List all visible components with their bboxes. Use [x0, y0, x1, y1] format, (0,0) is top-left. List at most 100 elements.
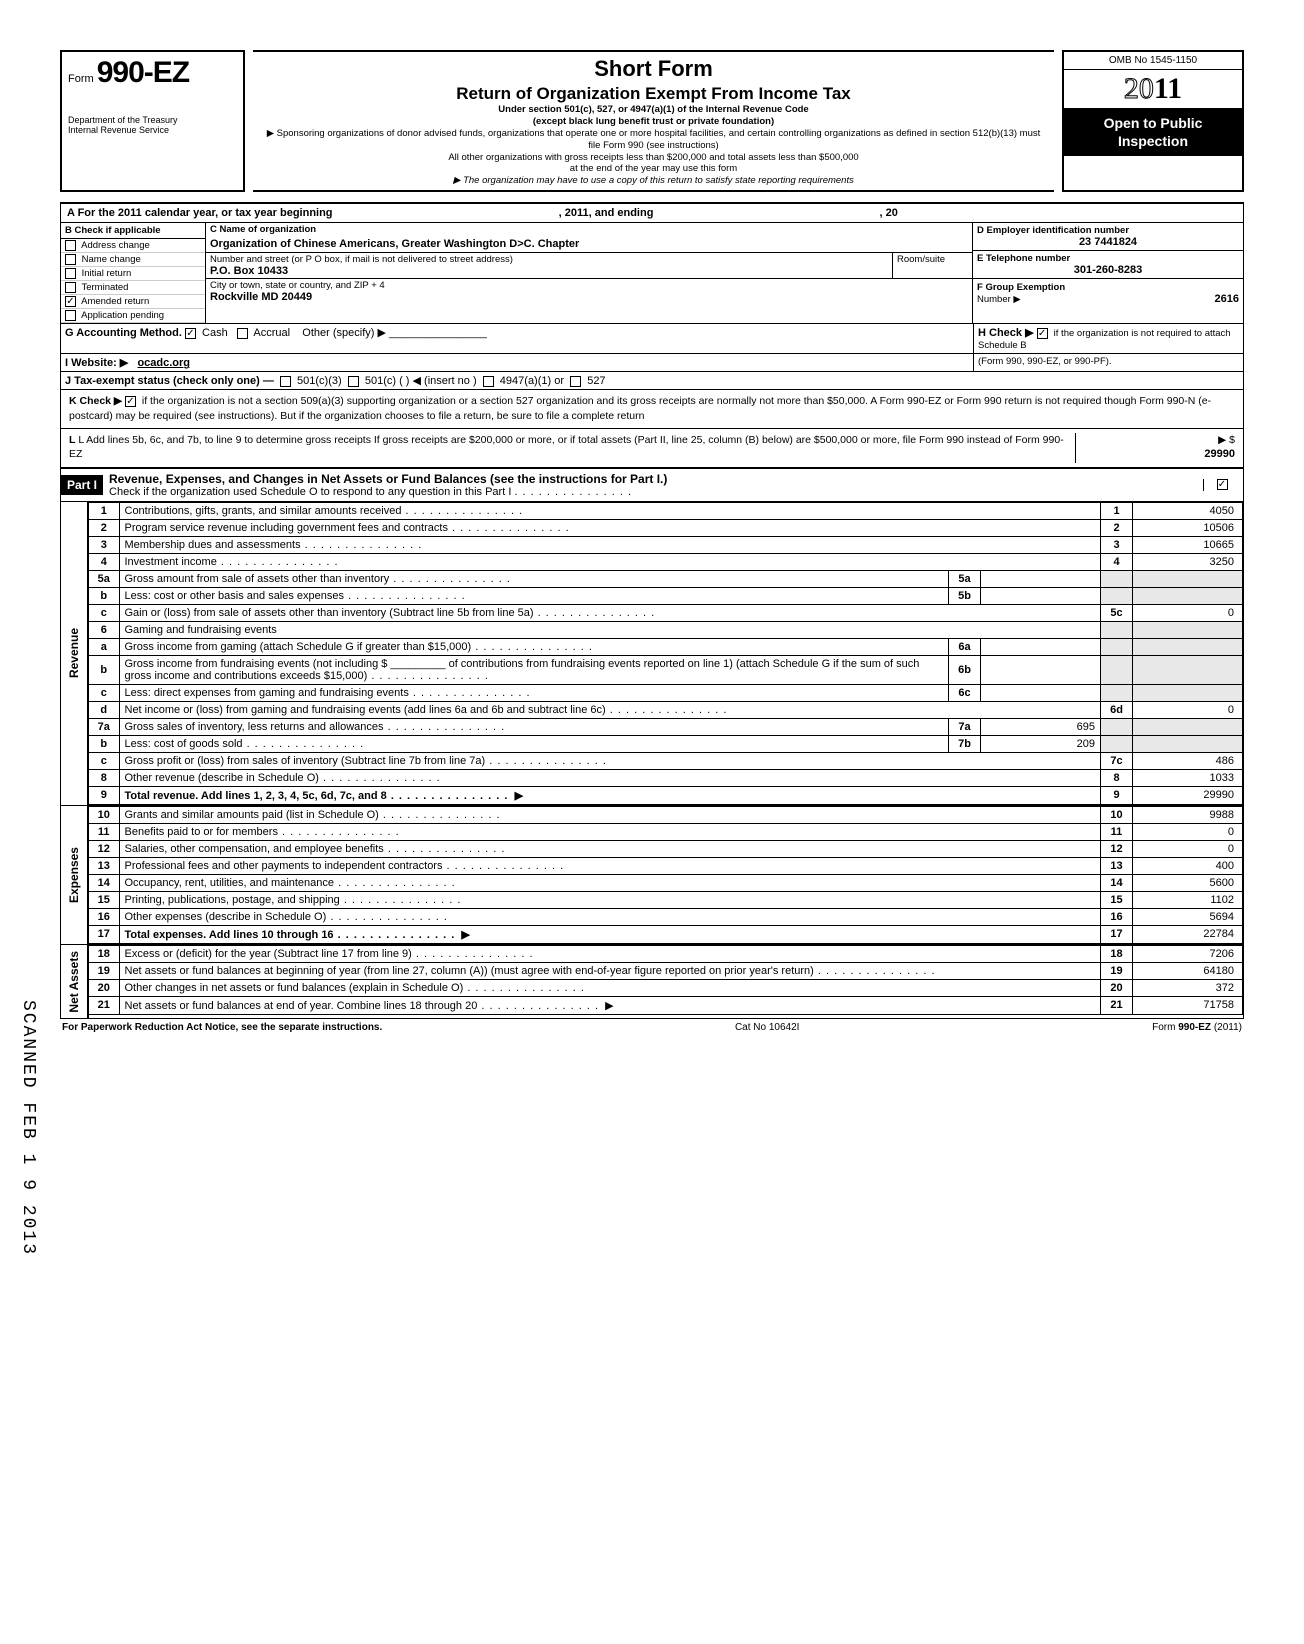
line-row: 8 Other revenue (describe in Schedule O)… [89, 769, 1243, 786]
j-opt: 4947(a)(1) or [477, 375, 564, 387]
line-row: 15 Printing, publications, postage, and … [89, 891, 1243, 908]
j-opt: 501(c) ( ) ◀ (insert no ) [342, 375, 477, 387]
form-header: Form 990-EZ Department of the Treasury I… [60, 50, 1244, 192]
sections-container: Revenue 1 Contributions, gifts, grants, … [60, 502, 1244, 1020]
l-block: L L Add lines 5b, 6c, and 7b, to line 9 … [61, 428, 1243, 467]
line-row: c Less: direct expenses from gaming and … [89, 684, 1243, 701]
b-item: Application pending [61, 309, 205, 323]
g-label: G Accounting Method. [65, 327, 182, 339]
side-label: Net Assets [65, 945, 83, 1019]
form-number: 990-EZ [97, 56, 189, 89]
title-under-section: Under section 501(c), 527, or 4947(a)(1)… [261, 104, 1046, 116]
side-label: Revenue [65, 622, 83, 684]
j-label: J Tax-exempt status (check only one) — [65, 375, 274, 387]
section-a-l: A For the 2011 calendar year, or tax yea… [60, 202, 1244, 468]
title-state-req: ▶ The organization may have to use a cop… [261, 175, 1046, 186]
line-row: 9 Total revenue. Add lines 1, 2, 3, 4, 5… [89, 786, 1243, 804]
f-val: 2616 [1215, 293, 1239, 305]
dept-irs: Internal Revenue Service [68, 126, 237, 136]
g-cash: Cash [202, 327, 228, 339]
form-prefix: Form [68, 73, 94, 85]
row-bcd: B Check if applicable Address change Nam… [61, 223, 1243, 324]
e-label: E Telephone number [977, 253, 1239, 264]
col-b: B Check if applicable Address change Nam… [61, 223, 206, 323]
b-check[interactable] [65, 268, 76, 279]
line-row: 1 Contributions, gifts, grants, and simi… [89, 502, 1243, 519]
j-check[interactable] [348, 376, 359, 387]
a-end: , 20 [880, 207, 898, 219]
line-row: c Gross profit or (loss) from sales of i… [89, 752, 1243, 769]
part1-check[interactable]: ✓ [1217, 479, 1228, 490]
b-label: B Check if applicable [61, 223, 205, 239]
c-name: Organization of Chinese Americans, Great… [206, 236, 972, 253]
title-short-form: Short Form [261, 56, 1046, 82]
line-row: 5a Gross amount from sale of assets othe… [89, 570, 1243, 587]
open-line1: Open to Public [1068, 115, 1238, 133]
line-row: c Gain or (loss) from sale of assets oth… [89, 604, 1243, 621]
year-outline: 20 [1124, 72, 1154, 105]
b-check[interactable] [65, 240, 76, 251]
i-val: ocadc.org [137, 357, 190, 369]
l-arrow: ▶ $ [1218, 434, 1235, 446]
line-row: d Net income or (loss) from gaming and f… [89, 701, 1243, 718]
h-sub: (Form 990, 990-EZ, or 990-PF). [973, 354, 1243, 371]
g-other: Other (specify) ▶ [302, 327, 386, 339]
f-label: F Group Exemption [977, 282, 1065, 293]
b-check[interactable]: ✓ [65, 296, 76, 307]
j-check[interactable] [483, 376, 494, 387]
c-room-label: Room/suite [892, 253, 972, 278]
open-line2: Inspection [1068, 133, 1238, 151]
g-cash-check[interactable]: ✓ [185, 328, 196, 339]
scanned-stamp: SCANNED FEB 1 9 2013 [18, 1000, 38, 1256]
line-row: 3 Membership dues and assessments 3 1066… [89, 536, 1243, 553]
h-check[interactable]: ✓ [1037, 328, 1048, 339]
right-box: OMB No 1545-1150 2011 Open to Public Ins… [1062, 50, 1244, 192]
j-check[interactable] [570, 376, 581, 387]
c-city-label: City or town, state or country, and ZIP … [210, 280, 968, 291]
part1-check-line: Check if the organization used Schedule … [109, 486, 511, 498]
g-accrual: Accrual [253, 327, 290, 339]
year-bold: 11 [1154, 72, 1182, 105]
d-val: 23 7441824 [977, 236, 1239, 248]
c-label: C Name of organization [206, 223, 972, 236]
line-row: 20 Other changes in net assets or fund b… [89, 979, 1243, 996]
line-row: 17 Total expenses. Add lines 10 through … [89, 925, 1243, 943]
b-item: Name change [61, 253, 205, 267]
j-options: 501(c)(3) 501(c) ( ) ◀ (insert no ) 4947… [277, 375, 606, 387]
tax-year: 2011 [1064, 70, 1242, 109]
side-label: Expenses [65, 841, 83, 909]
open-to-public: Open to Public Inspection [1064, 109, 1242, 156]
footer-right: Form 990-EZ (2011) [1152, 1022, 1242, 1033]
b-item: ✓ Amended return [61, 295, 205, 309]
b-check[interactable] [65, 282, 76, 293]
g-accrual-check[interactable] [237, 328, 248, 339]
line-row: 12 Salaries, other compensation, and emp… [89, 840, 1243, 857]
b-check[interactable] [65, 310, 76, 321]
line-row: 7a Gross sales of inventory, less return… [89, 718, 1243, 735]
title-block: Short Form Return of Organization Exempt… [253, 50, 1054, 192]
line-row: 16 Other expenses (describe in Schedule … [89, 908, 1243, 925]
j-check[interactable] [280, 376, 291, 387]
b-check[interactable] [65, 254, 76, 265]
section-revenue: Revenue 1 Contributions, gifts, grants, … [60, 502, 1244, 806]
col-d: D Employer identification number 23 7441… [973, 223, 1243, 323]
k-check[interactable]: ✓ [125, 396, 136, 407]
row-j: J Tax-exempt status (check only one) — 5… [61, 372, 1243, 390]
line-a: A For the 2011 calendar year, or tax yea… [61, 204, 1243, 223]
j-opt: 527 [564, 375, 606, 387]
d-label: D Employer identification number [977, 225, 1239, 236]
footer-left: For Paperwork Reduction Act Notice, see … [62, 1022, 382, 1033]
j-opt: 501(c)(3) [277, 375, 342, 387]
line-row: 19 Net assets or fund balances at beginn… [89, 962, 1243, 979]
part1-header-row: Part I Revenue, Expenses, and Changes in… [60, 468, 1244, 502]
b-item: Address change [61, 239, 205, 253]
title-return: Return of Organization Exempt From Incom… [261, 84, 1046, 104]
h-label: H Check ▶ [978, 327, 1034, 339]
k-block: K Check ▶ ✓ if the organization is not a… [61, 390, 1243, 427]
title-except: (except black lung benefit trust or priv… [261, 116, 1046, 128]
f-sub: Number ▶ [977, 294, 1021, 305]
c-addr: P.O. Box 10433 [210, 265, 888, 277]
line-row: 4 Investment income 4 3250 [89, 553, 1243, 570]
footer-mid: Cat No 10642I [735, 1022, 800, 1033]
line-row: 2 Program service revenue including gove… [89, 519, 1243, 536]
